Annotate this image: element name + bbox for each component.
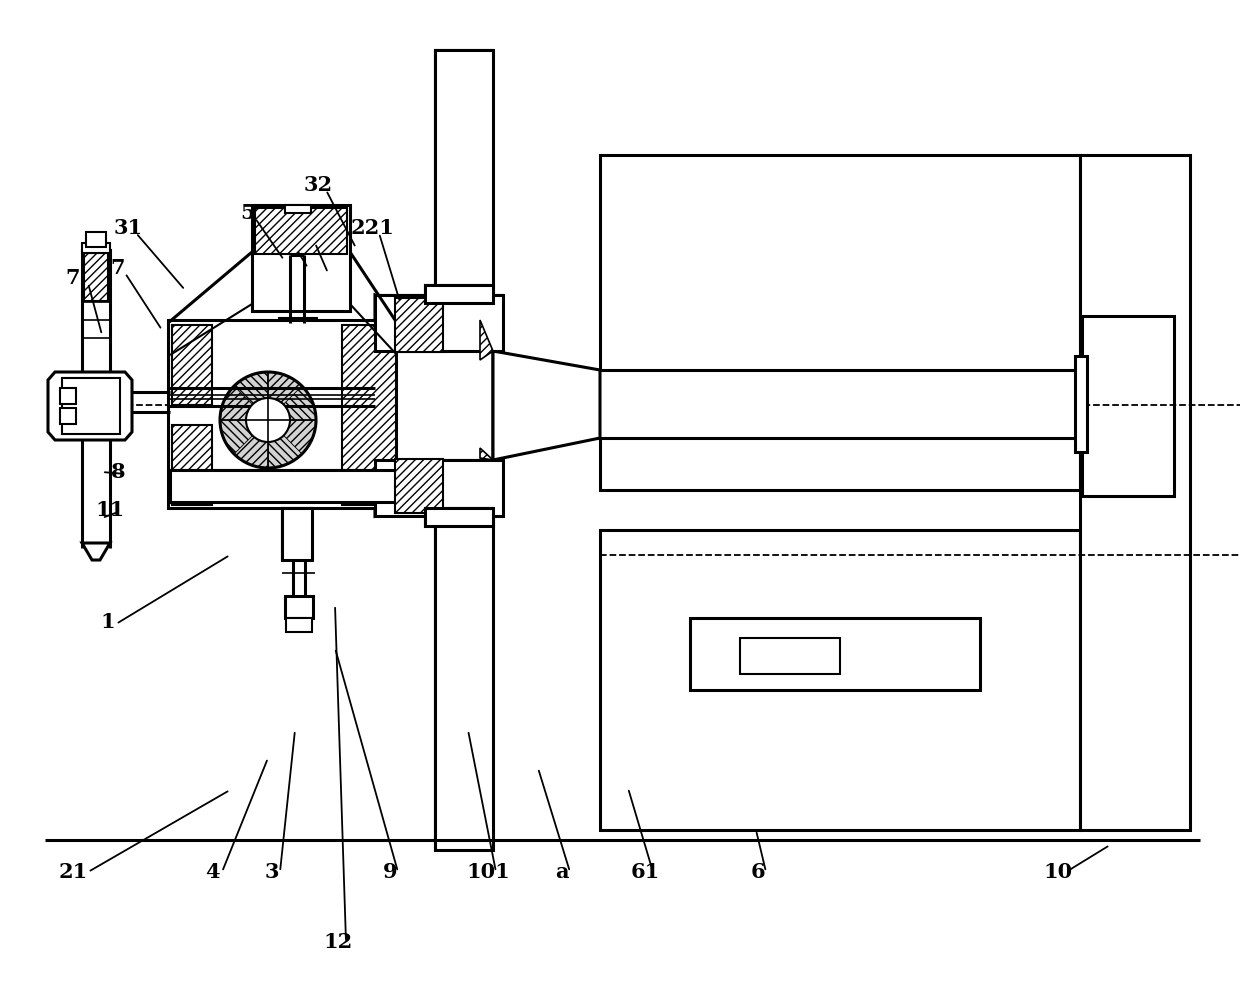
Polygon shape: [268, 420, 303, 468]
Text: 71: 71: [66, 268, 94, 288]
Text: 12: 12: [324, 932, 352, 952]
Bar: [62, 378, 120, 434]
Bar: [84, 253, 108, 301]
Bar: [60, 388, 76, 404]
Bar: [252, 205, 350, 311]
Bar: [281, 508, 312, 560]
Polygon shape: [268, 372, 303, 420]
Text: 1: 1: [100, 612, 115, 632]
Bar: [425, 285, 494, 303]
Text: 32: 32: [304, 175, 332, 195]
Polygon shape: [234, 420, 268, 468]
Text: 61: 61: [630, 862, 660, 882]
Polygon shape: [480, 448, 494, 460]
Bar: [374, 295, 503, 351]
Text: 3: 3: [265, 862, 279, 882]
Bar: [374, 460, 503, 516]
Text: 8: 8: [110, 462, 125, 482]
Bar: [425, 285, 494, 303]
Circle shape: [246, 398, 290, 442]
Bar: [172, 425, 212, 505]
Bar: [435, 50, 494, 850]
Bar: [86, 232, 105, 247]
Bar: [170, 470, 398, 502]
Polygon shape: [48, 372, 131, 440]
Polygon shape: [480, 320, 494, 360]
Bar: [600, 530, 1080, 830]
Text: 22: 22: [294, 228, 322, 248]
Text: 6: 6: [750, 862, 765, 882]
Bar: [60, 408, 76, 424]
Text: 7: 7: [110, 258, 125, 278]
Bar: [82, 243, 110, 253]
Bar: [600, 155, 1080, 490]
Bar: [1083, 316, 1174, 496]
Bar: [374, 460, 503, 516]
Text: 5: 5: [241, 203, 255, 223]
Bar: [285, 205, 311, 213]
Bar: [1075, 356, 1087, 452]
Bar: [167, 320, 396, 508]
Text: 21: 21: [58, 862, 88, 882]
Bar: [82, 250, 110, 376]
Bar: [435, 50, 494, 850]
Bar: [500, 370, 1080, 438]
Bar: [1080, 155, 1190, 830]
Bar: [255, 208, 347, 254]
Text: 101: 101: [466, 862, 510, 882]
Polygon shape: [234, 372, 268, 420]
Text: 9: 9: [383, 862, 397, 882]
Bar: [281, 508, 312, 560]
Bar: [342, 325, 396, 505]
Text: 10: 10: [1043, 862, 1073, 882]
Bar: [740, 638, 839, 674]
Polygon shape: [219, 420, 268, 454]
Bar: [285, 596, 312, 618]
Text: 11: 11: [95, 500, 125, 520]
Polygon shape: [374, 295, 494, 516]
Polygon shape: [494, 351, 600, 460]
Polygon shape: [268, 420, 316, 454]
Bar: [689, 618, 980, 690]
Bar: [172, 325, 212, 405]
Bar: [374, 295, 503, 351]
Bar: [286, 618, 312, 632]
Text: 31: 31: [113, 218, 143, 238]
Bar: [425, 508, 494, 526]
Text: 221: 221: [350, 218, 394, 238]
Bar: [396, 298, 443, 352]
Bar: [425, 508, 494, 526]
Text: 2: 2: [283, 235, 298, 255]
Bar: [170, 470, 398, 502]
Polygon shape: [268, 386, 316, 420]
Text: 4: 4: [205, 862, 219, 882]
Polygon shape: [82, 543, 110, 560]
Text: a: a: [556, 862, 569, 882]
Bar: [396, 459, 443, 513]
Polygon shape: [219, 386, 268, 420]
